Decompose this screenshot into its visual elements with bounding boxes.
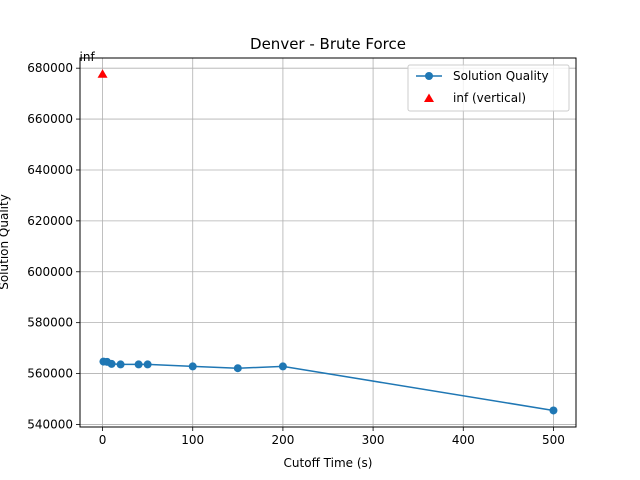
legend: Solution Quality inf (vertical) xyxy=(407,64,570,112)
data-point-solution-quality xyxy=(233,364,242,373)
y-tick-label: 620000 xyxy=(27,214,73,228)
legend-marker-solution-quality xyxy=(425,72,433,80)
legend-label-solution-quality: Solution Quality xyxy=(453,69,549,83)
legend-marker-inf-vertical xyxy=(424,93,434,102)
data-point-solution-quality xyxy=(143,360,152,369)
data-point-inf-vertical xyxy=(97,69,108,78)
data-point-solution-quality xyxy=(188,362,197,371)
y-tick-label: 560000 xyxy=(27,367,73,381)
x-tick-label: 500 xyxy=(542,433,565,447)
annotation-inf: inf xyxy=(80,50,96,64)
y-tick-label: 640000 xyxy=(27,163,73,177)
series-layer xyxy=(97,69,558,415)
chart-title: Denver - Brute Force xyxy=(250,35,406,53)
legend-box xyxy=(407,64,570,112)
data-point-solution-quality xyxy=(134,360,143,369)
data-point-solution-quality xyxy=(116,360,125,369)
y-tick-label: 580000 xyxy=(27,316,73,330)
grid xyxy=(80,58,576,427)
y-tick-label: 600000 xyxy=(27,265,73,279)
y-axis-label: Solution Quality xyxy=(0,194,11,290)
data-point-solution-quality xyxy=(107,359,116,368)
y-tick-label: 540000 xyxy=(27,417,73,431)
x-tick-label: 400 xyxy=(452,433,475,447)
x-axis-label: Cutoff Time (s) xyxy=(284,456,373,470)
data-point-solution-quality xyxy=(549,406,558,415)
plot-area-frame xyxy=(79,57,577,428)
x-tick-label: 100 xyxy=(181,433,204,447)
y-tick-label: 660000 xyxy=(27,112,73,126)
x-tick-label: 300 xyxy=(362,433,385,447)
data-point-solution-quality xyxy=(278,362,287,371)
y-axis-ticks: 540000 560000 580000 600000 620000 640000 6600… xyxy=(27,61,80,431)
legend-label-inf-vertical: inf (vertical) xyxy=(453,91,526,105)
y-tick-label: 680000 xyxy=(27,61,73,75)
x-tick-label: 200 xyxy=(271,433,294,447)
x-tick-label: 0 xyxy=(99,433,107,447)
annotation-layer: inf xyxy=(80,50,96,64)
x-axis-ticks: 0 100 200 300 400 500 xyxy=(99,427,565,447)
